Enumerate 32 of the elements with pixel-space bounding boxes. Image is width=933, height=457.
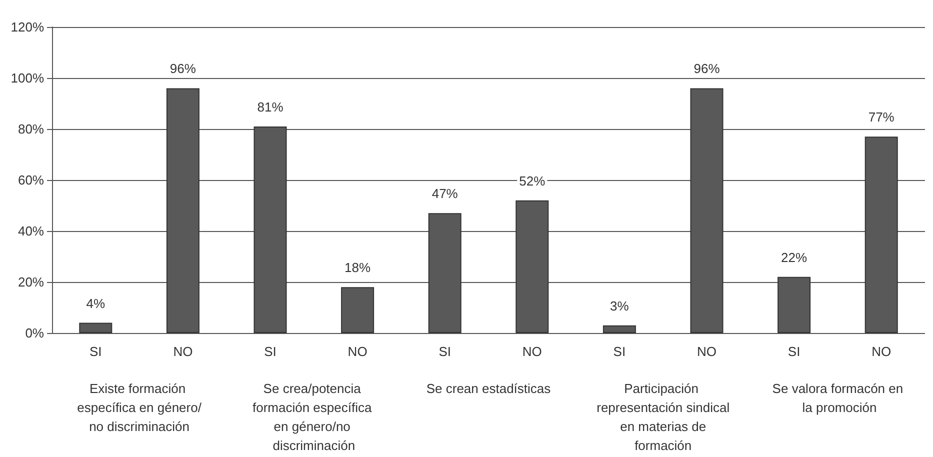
x-tick-label: SI	[788, 344, 800, 359]
text: Existe formación específica en género/no discriminación	[77, 381, 202, 434]
y-tick-label: 60%	[18, 172, 44, 188]
data-label: 22%	[781, 250, 808, 265]
data-label: 96%	[694, 61, 720, 76]
y-tick-label: 100%	[10, 70, 44, 86]
x-tick-label: SI	[264, 344, 276, 359]
x-tick-label: SI	[438, 344, 451, 359]
x-tick-label: NO	[348, 344, 368, 359]
y-tick-label: 0%	[25, 326, 44, 340]
data-label: 81%	[257, 99, 284, 114]
x-tick-label: NO	[522, 344, 542, 359]
x-tick-label: NO	[697, 344, 716, 359]
text: Se crean estadísticas	[426, 381, 552, 396]
y-tick-label: 20%	[18, 274, 44, 290]
data-label: 77%	[868, 110, 895, 125]
x-tick-label: SI	[613, 344, 626, 359]
y-tick-label: 80%	[18, 122, 44, 136]
data-label: 96%	[170, 61, 196, 76]
data-label: 47%	[432, 186, 458, 202]
data-label: 52%	[519, 173, 546, 188]
x-tick-label: NO	[173, 344, 193, 359]
x-tick-label: NO	[872, 344, 892, 359]
data-label: 4%	[86, 296, 106, 311]
data-label: 18%	[344, 260, 371, 276]
y-tick-label: 120%	[10, 20, 44, 34]
text: Participación representación sindical en materias de formación	[596, 381, 730, 453]
text: Se crea/potencia formación específica en género/no discriminación	[252, 381, 376, 453]
y-tick-label: 40%	[18, 224, 44, 238]
x-tick-label: SI	[90, 344, 102, 359]
data-label: 3%	[610, 298, 630, 314]
text: Se valora formacón en la promoción	[772, 381, 904, 415]
